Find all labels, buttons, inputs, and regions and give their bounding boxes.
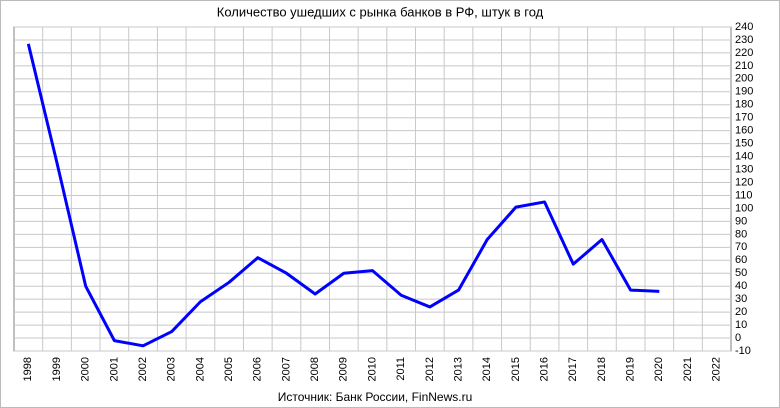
data-line xyxy=(26,43,660,348)
y-tick-label: 230 xyxy=(735,34,753,46)
x-tick-label: 2002 xyxy=(137,357,149,381)
y-tick-label: 200 xyxy=(735,73,753,85)
x-tick-label: 2022 xyxy=(711,357,723,381)
y-tick-label: -10 xyxy=(735,345,751,357)
y-tick-label: 90 xyxy=(735,215,747,227)
y-tick-label: 150 xyxy=(735,138,753,150)
y-tick-label: 50 xyxy=(735,267,747,279)
x-tick-label: 2012 xyxy=(424,357,436,381)
y-tick-label: 0 xyxy=(735,332,741,344)
x-tick-label: 2001 xyxy=(108,357,120,381)
x-tick-label: 2019 xyxy=(625,357,637,381)
x-tick-label: 2015 xyxy=(510,357,522,381)
x-tick-label: 2021 xyxy=(682,357,694,381)
y-tick-label: 70 xyxy=(735,241,747,253)
y-tick-label: 40 xyxy=(735,280,747,292)
x-tick-label: 2009 xyxy=(338,357,350,381)
y-tick-label: 190 xyxy=(735,86,753,98)
y-tick-label: 10 xyxy=(735,319,747,331)
y-tick-label: 110 xyxy=(735,189,753,201)
x-tick-label: 2020 xyxy=(653,357,665,381)
x-tick-label: 2007 xyxy=(280,357,292,381)
x-tick-label: 2013 xyxy=(452,357,464,381)
x-tick-label: 2011 xyxy=(395,357,407,381)
x-tick-label: 2017 xyxy=(567,357,579,381)
x-tick-label: 2000 xyxy=(80,357,92,381)
y-tick-label: 100 xyxy=(735,202,753,214)
y-tick-label: 220 xyxy=(735,47,753,59)
x-tick-label: 2018 xyxy=(596,357,608,381)
x-tick-label: 1999 xyxy=(51,357,63,381)
y-tick-label: 160 xyxy=(735,125,753,137)
y-tick-label: 80 xyxy=(735,228,747,240)
y-tick-label: 120 xyxy=(735,176,753,188)
x-tick-label: 2014 xyxy=(481,357,493,381)
y-tick-label: 130 xyxy=(735,163,753,175)
y-tick-label: 30 xyxy=(735,293,747,305)
y-tick-label: 20 xyxy=(735,306,747,318)
x-tick-label: 2003 xyxy=(166,357,178,381)
x-tick-label: 2006 xyxy=(252,357,264,381)
y-tick-label: 240 xyxy=(735,21,753,33)
x-tick-label: 1998 xyxy=(22,357,34,381)
x-tick-label: 2005 xyxy=(223,357,235,381)
y-tick-label: 140 xyxy=(735,151,753,163)
x-tick-label: 2016 xyxy=(538,357,550,381)
x-tick-label: 2004 xyxy=(194,357,206,381)
source: Источник: Банк России, FinNews.ru xyxy=(278,390,473,404)
chart-title: Количество ушедших с рынка банков в РФ, … xyxy=(217,4,544,19)
x-tick-label: 2010 xyxy=(366,357,378,381)
y-tick-label: 180 xyxy=(735,99,753,111)
y-tick-label: 210 xyxy=(735,60,753,72)
plot-area xyxy=(13,26,732,352)
y-tick-label: 60 xyxy=(735,254,747,266)
x-tick-label: 2008 xyxy=(309,357,321,381)
y-tick-label: 170 xyxy=(735,112,753,124)
